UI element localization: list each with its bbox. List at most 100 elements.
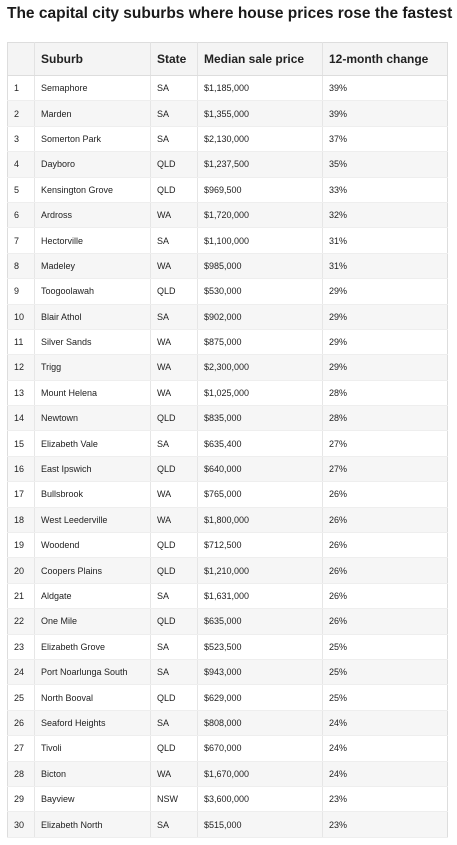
table: Suburb State Median sale price 12-month cha… [7, 42, 448, 838]
table-cell: Seaford Heights [34, 710, 151, 737]
header-cell: Median sale price [197, 42, 323, 76]
table-cell: 10 [7, 304, 35, 330]
table-row: 21 Aldgate SA $1,631,000 26% [7, 583, 448, 610]
table-cell: WA [150, 380, 198, 407]
table-cell: 3 [7, 126, 35, 153]
table-cell: 26% [322, 583, 448, 610]
table-cell: 31% [322, 253, 448, 280]
table-row: 14 Newtown QLD $835,000 28% [7, 405, 448, 432]
table-cell: Coopers Plains [34, 557, 151, 584]
table-row: 10 Blair Athol SA $902,000 29% [7, 304, 448, 330]
table-cell: WA [150, 202, 198, 229]
table-cell: 9 [7, 278, 35, 305]
header-cell: 12-month change [322, 42, 448, 76]
table-row: 15 Elizabeth Vale SA $635,400 27% [7, 430, 448, 457]
table-cell: 17 [7, 481, 35, 508]
table-cell: QLD [150, 608, 198, 635]
table-cell: 29% [322, 329, 448, 356]
table-body: 1 Semaphore SA $1,185,000 39% 2 Marden SA $1,355… [7, 75, 448, 838]
table-cell: $969,500 [197, 177, 323, 203]
table-cell: 12 [7, 354, 35, 381]
table-cell: $523,500 [197, 634, 323, 660]
table-cell: 24 [7, 659, 35, 686]
table-cell: 11 [7, 329, 35, 356]
table-cell: 29 [7, 786, 35, 813]
table-cell: Marden [34, 100, 151, 127]
table-cell: Silver Sands [34, 329, 151, 356]
table-cell: 20 [7, 557, 35, 584]
table-cell: 22 [7, 608, 35, 635]
table-cell: WA [150, 354, 198, 381]
table-row: 9 Toogoolawah QLD $530,000 29% [7, 278, 448, 305]
table-cell: $515,000 [197, 811, 323, 838]
table-cell: 5 [7, 177, 35, 203]
table-cell: $629,000 [197, 684, 323, 711]
table-row: 7 Hectorville SA $1,100,000 31% [7, 227, 448, 254]
table-cell: WA [150, 481, 198, 508]
table-cell: 24% [322, 761, 448, 787]
table-cell: 6 [7, 202, 35, 229]
table-cell: Ardross [34, 202, 151, 229]
table-cell: Trigg [34, 354, 151, 381]
table-cell: 8 [7, 253, 35, 280]
table-cell: $670,000 [197, 735, 323, 762]
table-cell: WA [150, 507, 198, 534]
table-cell: North Booval [34, 684, 151, 711]
table-cell: Dayboro [34, 151, 151, 178]
table-cell: 26% [322, 481, 448, 508]
table-row: 5 Kensington Grove QLD $969,500 33% [7, 177, 448, 203]
table-cell: 26% [322, 532, 448, 559]
header-row: Suburb State Median sale price 12-month cha… [7, 42, 448, 76]
table-row: 1 Semaphore SA $1,185,000 39% [7, 75, 448, 102]
table-cell: 30 [7, 811, 35, 838]
table-cell: SA [150, 811, 198, 838]
table-cell: 23 [7, 634, 35, 660]
table-cell: 28% [322, 380, 448, 407]
table-cell: $635,000 [197, 608, 323, 635]
table-cell: Aldgate [34, 583, 151, 610]
table-row: 2 Marden SA $1,355,000 39% [7, 100, 448, 127]
table-cell: One Mile [34, 608, 151, 635]
table-cell: 25% [322, 634, 448, 660]
table-row: 17 Bullsbrook WA $765,000 26% [7, 481, 448, 508]
table-cell: QLD [150, 456, 198, 483]
table-cell: QLD [150, 151, 198, 178]
table-cell: 14 [7, 405, 35, 432]
table-cell: 24% [322, 735, 448, 762]
table-cell: QLD [150, 557, 198, 584]
table-cell: 29% [322, 304, 448, 330]
table-cell: 33% [322, 177, 448, 203]
table-cell: Port Noarlunga South [34, 659, 151, 686]
table-cell: $1,025,000 [197, 380, 323, 407]
table-cell: $808,000 [197, 710, 323, 737]
table-cell: 1 [7, 75, 35, 102]
table-cell: SA [150, 100, 198, 127]
table-cell: Bicton [34, 761, 151, 787]
table-row: 19 Woodend QLD $712,500 26% [7, 532, 448, 559]
table-cell: WA [150, 253, 198, 280]
table-cell: 4 [7, 151, 35, 178]
table-cell: Tivoli [34, 735, 151, 762]
table-cell: Mount Helena [34, 380, 151, 407]
table-row: 3 Somerton Park SA $2,130,000 37% [7, 126, 448, 153]
table-row: 30 Elizabeth North SA $515,000 23% [7, 811, 448, 838]
table-cell: 26 [7, 710, 35, 737]
table-cell: 31% [322, 227, 448, 254]
table-cell: $985,000 [197, 253, 323, 280]
table-cell: 29% [322, 278, 448, 305]
table-row: 6 Ardross WA $1,720,000 32% [7, 202, 448, 229]
table-row: 29 Bayview NSW $3,600,000 23% [7, 786, 448, 813]
table-cell: SA [150, 304, 198, 330]
table-cell: Hectorville [34, 227, 151, 254]
table-row: 13 Mount Helena WA $1,025,000 28% [7, 380, 448, 407]
table-cell: Toogoolawah [34, 278, 151, 305]
table-cell: 28 [7, 761, 35, 787]
table-cell: 2 [7, 100, 35, 127]
table-cell: SA [150, 710, 198, 737]
table-cell: SA [150, 634, 198, 660]
table-cell: $902,000 [197, 304, 323, 330]
table-row: 26 Seaford Heights SA $808,000 24% [7, 710, 448, 737]
table-cell: 19 [7, 532, 35, 559]
table-cell: $635,400 [197, 430, 323, 457]
table-cell: $1,237,500 [197, 151, 323, 178]
